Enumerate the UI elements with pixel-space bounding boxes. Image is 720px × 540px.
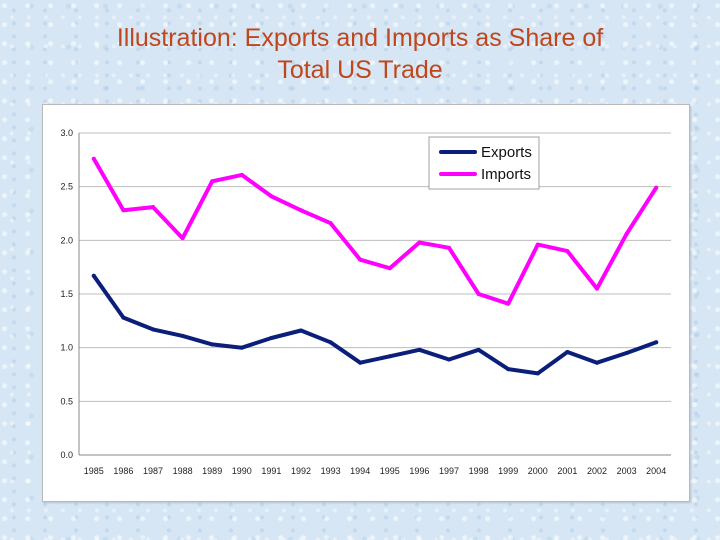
x-tick-label: 1988 [173,466,193,476]
x-tick-label: 1994 [350,466,370,476]
x-tick-label: 1985 [84,466,104,476]
series-line-exports [91,273,659,376]
x-tick-label: 1997 [439,466,459,476]
data-point-imports [387,266,392,271]
x-tick-label: 1999 [498,466,518,476]
x-tick-label: 1996 [409,466,429,476]
y-tick-label: 1.5 [60,289,73,299]
x-tick-label: 2003 [617,466,637,476]
data-point-imports [210,179,215,184]
x-tick-label: 1991 [261,466,281,476]
series-line-imports [91,156,659,306]
data-point-exports [210,342,215,347]
data-point-imports [476,292,481,296]
data-point-exports [595,360,599,365]
data-point-imports [595,286,599,291]
data-point-exports [239,345,244,350]
x-tick-label: 2001 [557,466,577,476]
x-tick-label: 2004 [646,466,666,476]
y-tick-label: 0.0 [60,450,73,460]
data-point-imports [624,231,629,236]
data-point-exports [121,315,126,320]
data-point-imports [328,221,333,226]
legend-label-imports: Imports [481,166,531,183]
data-point-exports [299,328,303,333]
data-point-exports [358,360,363,365]
x-tick-label: 2000 [528,466,548,476]
data-point-imports [269,194,274,199]
x-tick-label: 1987 [143,466,163,476]
x-tick-label: 1990 [232,466,252,476]
y-tick-label: 3.0 [60,128,73,138]
y-tick-label: 2.0 [60,235,73,245]
y-tick-label: 0.5 [60,396,73,406]
data-point-exports [447,357,451,362]
data-point-exports [387,354,392,359]
x-tick-label: 1992 [291,466,311,476]
data-point-imports [358,257,363,262]
x-tick-label: 1989 [202,466,222,476]
data-point-imports [121,208,126,213]
slide-title-line-1: Illustration: Exports and Imports as Sha… [116,24,604,52]
data-point-imports [447,245,451,250]
data-point-imports [654,185,659,190]
data-point-exports [180,333,185,338]
y-tick-label: 1.0 [60,343,73,353]
data-point-imports [565,249,570,254]
legend-label-exports: Exports [481,144,532,161]
slide-title-line-2: Total US Trade [277,56,443,84]
data-point-exports [565,349,570,354]
data-point-exports [91,273,96,278]
data-point-imports [91,156,96,161]
data-point-imports [506,301,511,306]
data-point-imports [151,205,155,210]
x-tick-label: 1986 [113,466,133,476]
legend-box [428,136,540,190]
line-chart: 0.0 0.5 1.0 1.5 2.0 2.5 3.0 1985 1986 1987 1988 198… [60,128,671,476]
data-point-exports [654,340,659,345]
x-tick-label: 1993 [321,466,341,476]
data-point-exports [328,340,333,345]
y-tick-label: 2.5 [60,182,73,192]
data-point-exports [535,371,540,376]
data-point-exports [624,351,629,356]
data-point-exports [151,327,155,332]
data-point-imports [299,208,303,213]
data-point-imports [180,236,185,241]
x-tick-label: 2002 [587,466,607,476]
data-point-exports [506,367,511,372]
data-point-exports [417,347,422,352]
x-tick-label: 1995 [380,466,400,476]
slide-title: Illustration: Exports and Imports as Sha… [0,22,720,86]
data-point-imports [417,240,422,245]
data-point-exports [269,336,274,341]
x-tick-label: 1998 [469,466,489,476]
data-point-exports [476,347,481,352]
data-point-imports [535,242,540,247]
data-point-imports [239,172,244,177]
chart-frame: 0.0 0.5 1.0 1.5 2.0 2.5 3.0 1985 1986 1987 1988 198… [42,104,690,502]
